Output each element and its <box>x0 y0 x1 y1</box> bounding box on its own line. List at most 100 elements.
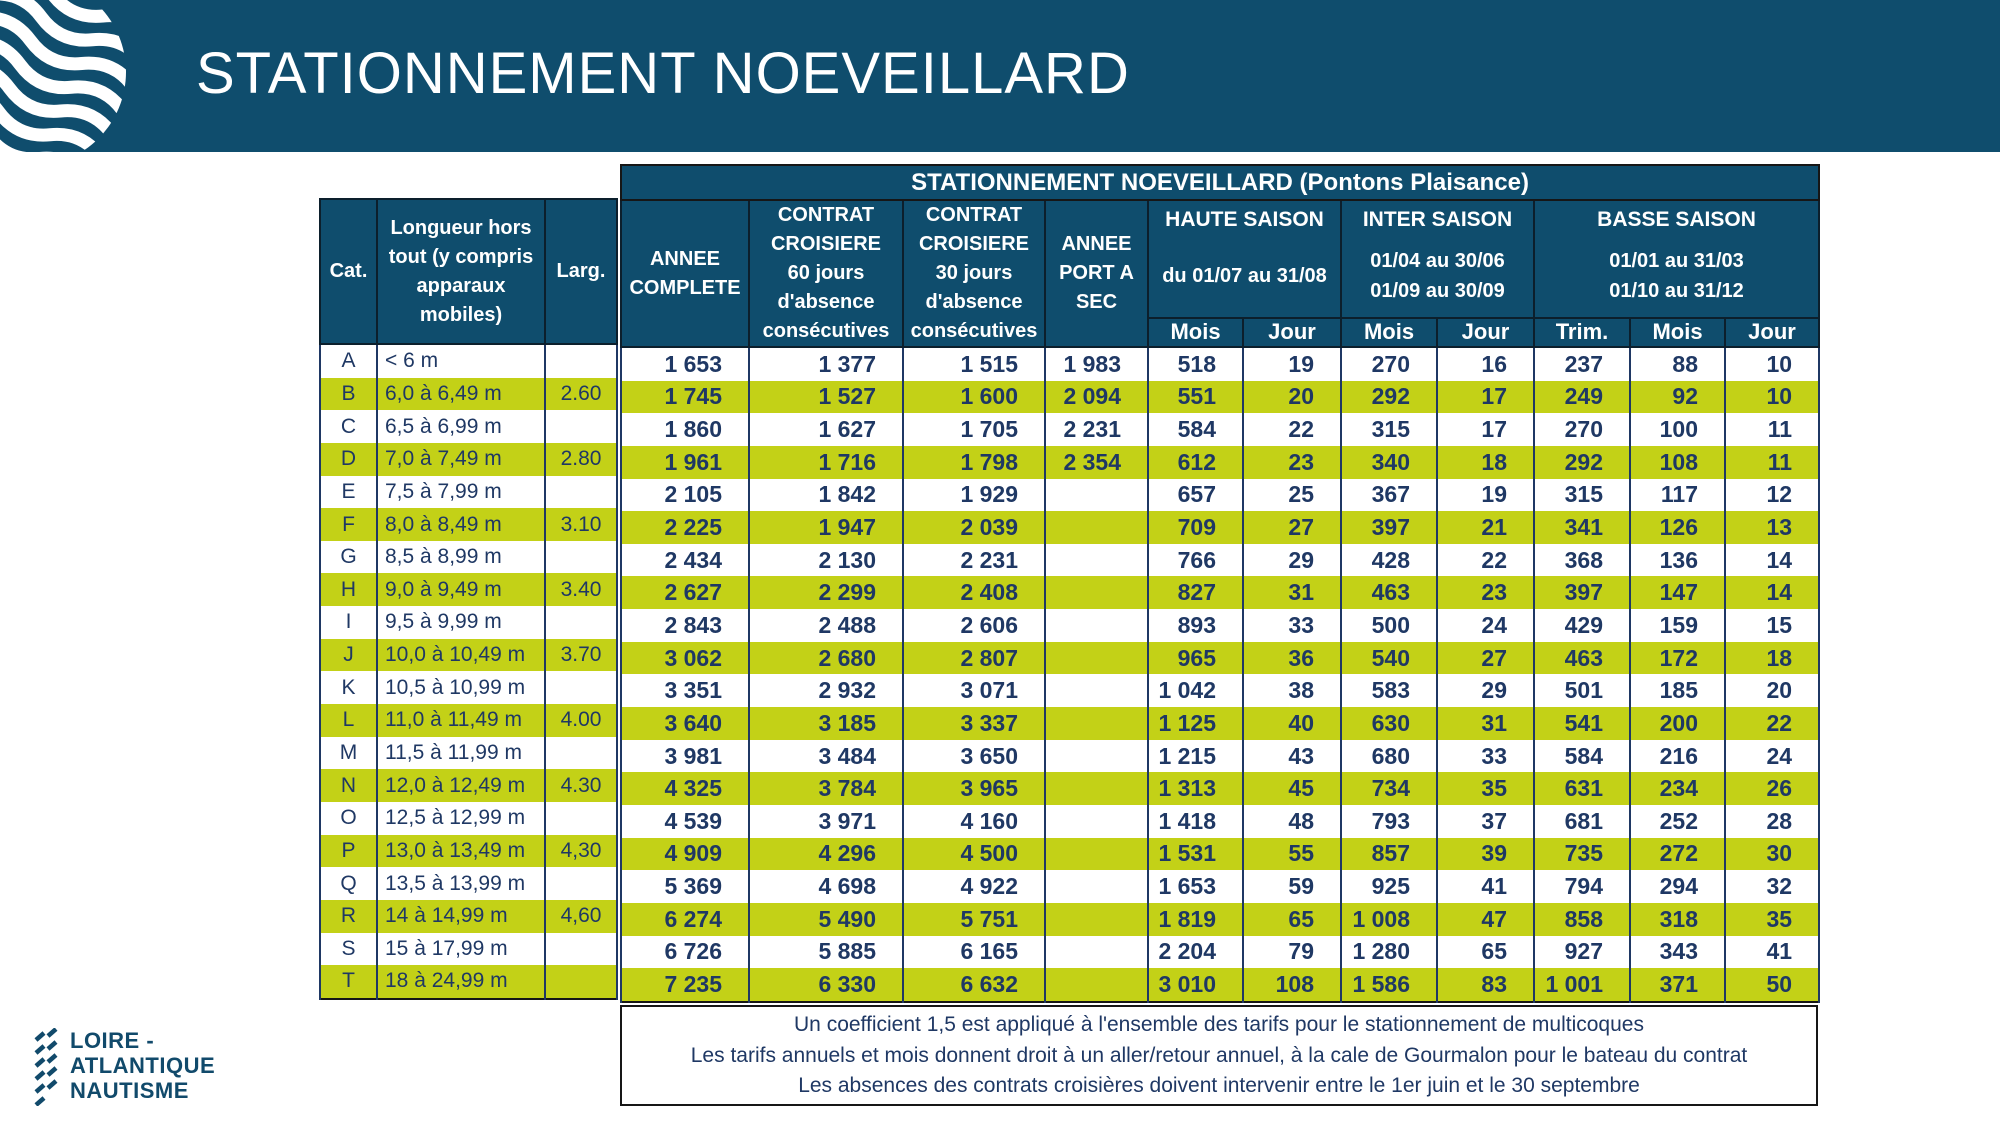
annee-complete-cell: 2 627 <box>620 576 750 610</box>
inter-jour-cell: 27 <box>1436 641 1535 675</box>
basse-trim-cell: 858 <box>1533 902 1631 936</box>
col-header-larg: Larg. <box>544 198 618 345</box>
cat-cell: L <box>319 704 378 737</box>
basse-mois-cell: 108 <box>1629 445 1726 479</box>
annee-complete-cell: 3 640 <box>620 707 750 740</box>
longueur-cell: < 6 m <box>376 344 546 378</box>
tariff-row: 4 325 3 784 3 965 1 313 45 734 35 631 234 26 <box>620 772 1821 805</box>
tariff-row: 2 105 1 842 1 929 657 25 367 19 315 117 12 <box>620 478 1821 512</box>
subheader-basse-mois: Mois <box>1629 316 1726 349</box>
annee-complete-cell: 5 369 <box>620 870 750 903</box>
larg-cell <box>544 606 618 639</box>
col-header-contrat-30: CONTRAT CROISIERE 30 jours d'absence con… <box>902 199 1046 348</box>
basse-jour-cell: 11 <box>1723 413 1821 446</box>
annee-complete-cell: 1 860 <box>620 413 750 446</box>
inter-jour-cell: 29 <box>1436 674 1535 708</box>
longueur-cell: 8,0 à 8,49 m <box>376 508 546 541</box>
haute-mois-cell: 1 125 <box>1147 707 1244 740</box>
port-a-sec-cell <box>1044 543 1149 577</box>
basse-trim-cell: 541 <box>1533 707 1631 740</box>
inter-jour-cell: 17 <box>1436 380 1535 414</box>
haute-jour-cell: 23 <box>1242 445 1342 479</box>
subheader-inter-jour: Jour <box>1436 316 1535 349</box>
tariff-row: 7 235 6 330 6 632 3 010 108 1 586 83 1 001 371 50 <box>620 968 1821 1002</box>
contrat-30-cell: 3 071 <box>902 674 1046 708</box>
col-header-port-a-sec: ANNEE PORT A SEC <box>1044 199 1149 348</box>
category-row: F 8,0 à 8,49 m 3.10 <box>319 508 618 541</box>
haute-mois-cell: 1 819 <box>1147 902 1244 936</box>
contrat-30-cell: 4 500 <box>902 837 1046 871</box>
basse-mois-cell: 185 <box>1629 674 1726 708</box>
inter-jour-cell: 16 <box>1436 347 1535 381</box>
contrat-30-cell: 1 515 <box>902 347 1046 381</box>
inter-mois-cell: 292 <box>1340 380 1438 414</box>
haute-mois-cell: 827 <box>1147 576 1244 610</box>
inter-mois-cell: 925 <box>1340 870 1438 903</box>
basse-trim-cell: 631 <box>1533 772 1631 805</box>
cat-cell: N <box>319 769 378 802</box>
annee-complete-cell: 4 909 <box>620 837 750 871</box>
contrat-60-cell: 3 484 <box>748 739 904 773</box>
basse-mois-cell: 159 <box>1629 609 1726 642</box>
basse-mois-cell: 252 <box>1629 804 1726 838</box>
longueur-cell: 13,5 à 13,99 m <box>376 867 546 900</box>
haute-mois-cell: 766 <box>1147 543 1244 577</box>
larg-cell <box>544 540 618 574</box>
basse-mois-cell: 234 <box>1629 772 1726 805</box>
port-a-sec-cell <box>1044 674 1149 708</box>
contrat-30-cell: 4 922 <box>902 870 1046 903</box>
notes-box: Un coefficient 1,5 est appliqué à l'ense… <box>620 1005 1818 1106</box>
contrat-60-cell: 5 490 <box>748 902 904 936</box>
haute-jour-cell: 31 <box>1242 576 1342 610</box>
port-a-sec-cell <box>1044 870 1149 903</box>
contrat-30-cell: 6 165 <box>902 935 1046 969</box>
basse-saison-dates: 01/01 au 31/03 01/10 au 31/12 <box>1609 249 1744 302</box>
basse-mois-cell: 147 <box>1629 576 1726 610</box>
longueur-cell: 14 à 14,99 m <box>376 899 546 933</box>
page-title: STATIONNEMENT NOEVEILLARD <box>196 41 1130 106</box>
haute-saison-dates: du 01/07 au 31/08 <box>1162 264 1327 287</box>
inter-jour-cell: 18 <box>1436 445 1535 479</box>
basse-trim-cell: 584 <box>1533 739 1631 773</box>
inter-mois-cell: 463 <box>1340 576 1438 610</box>
annee-complete-cell: 6 274 <box>620 902 750 936</box>
haute-mois-cell: 657 <box>1147 478 1244 512</box>
inter-jour-cell: 31 <box>1436 707 1535 740</box>
inter-mois-cell: 793 <box>1340 804 1438 838</box>
haute-jour-cell: 65 <box>1242 902 1342 936</box>
haute-jour-cell: 108 <box>1242 968 1342 1002</box>
haute-jour-cell: 22 <box>1242 413 1342 446</box>
port-a-sec-cell <box>1044 968 1149 1002</box>
contrat-60-cell: 2 680 <box>748 641 904 675</box>
larg-cell <box>544 867 618 900</box>
annee-complete-cell: 6 726 <box>620 935 750 969</box>
basse-trim-cell: 249 <box>1533 380 1631 414</box>
basse-mois-cell: 117 <box>1629 478 1726 512</box>
port-a-sec-cell: 2 231 <box>1044 413 1149 446</box>
cat-cell: M <box>319 736 378 770</box>
note-aller-retour: Les tarifs annuels et mois donnent droit… <box>690 1043 1748 1067</box>
contrat-30-cell: 6 632 <box>902 968 1046 1002</box>
cat-cell: H <box>319 573 378 607</box>
inter-jour-cell: 22 <box>1436 543 1535 577</box>
haute-jour-cell: 48 <box>1242 804 1342 838</box>
inter-jour-cell: 24 <box>1436 609 1535 642</box>
tariff-row: 4 539 3 971 4 160 1 418 48 793 37 681 252 28 <box>620 804 1821 838</box>
basse-trim-cell: 735 <box>1533 837 1631 871</box>
basse-mois-cell: 318 <box>1629 902 1726 936</box>
basse-mois-cell: 294 <box>1629 870 1726 903</box>
haute-mois-cell: 3 010 <box>1147 968 1244 1002</box>
inter-mois-cell: 857 <box>1340 837 1438 871</box>
tariff-row: 5 369 4 698 4 922 1 653 59 925 41 794 294 32 <box>620 870 1821 903</box>
port-a-sec-cell <box>1044 511 1149 544</box>
contrat-60-cell: 1 527 <box>748 380 904 414</box>
header-banner: STATIONNEMENT NOEVEILLARD <box>0 0 2000 152</box>
inter-mois-cell: 315 <box>1340 413 1438 446</box>
haute-jour-cell: 25 <box>1242 478 1342 512</box>
longueur-cell: 9,5 à 9,99 m <box>376 606 546 639</box>
category-row: M 11,5 à 11,99 m <box>319 736 618 770</box>
longueur-cell: 7,0 à 7,49 m <box>376 442 546 476</box>
annee-complete-cell: 2 225 <box>620 511 750 544</box>
inter-jour-cell: 35 <box>1436 772 1535 805</box>
port-a-sec-cell <box>1044 902 1149 936</box>
